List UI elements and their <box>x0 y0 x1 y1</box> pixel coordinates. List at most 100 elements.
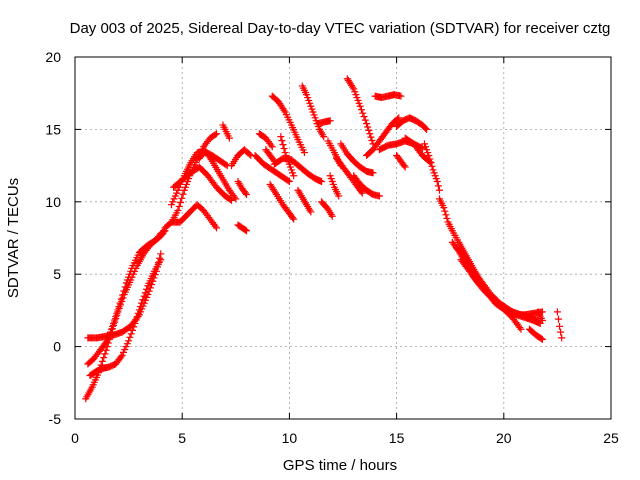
series-track-6 <box>167 147 231 209</box>
series-track-31 <box>363 114 403 159</box>
data-point <box>98 357 106 365</box>
series-track-29 <box>343 75 377 148</box>
data-point <box>144 290 152 298</box>
series-track-20 <box>277 133 298 180</box>
data-point <box>356 102 364 110</box>
x-tick-label: 15 <box>389 430 405 446</box>
series-track-12 <box>234 178 251 199</box>
data-point <box>155 259 163 267</box>
data-point <box>179 190 187 198</box>
data-point <box>358 189 366 197</box>
series-track-21 <box>294 186 315 216</box>
y-tick-label: 0 <box>53 339 61 355</box>
data-point <box>119 291 127 299</box>
data-point <box>426 155 434 163</box>
data-point <box>300 149 308 157</box>
data-point <box>116 299 124 307</box>
data-point <box>121 283 129 291</box>
data-point <box>517 325 525 333</box>
data-point <box>443 214 451 222</box>
data-point <box>554 315 562 323</box>
data-point <box>213 224 221 232</box>
series-track-44 <box>553 308 566 342</box>
data-point <box>115 303 123 311</box>
data-point <box>433 178 441 186</box>
data-point <box>111 316 119 324</box>
y-tick-label: -5 <box>49 411 62 427</box>
series-track-1 <box>82 227 169 403</box>
data-point <box>241 189 249 197</box>
data-point <box>145 287 153 295</box>
data-point <box>375 192 383 200</box>
data-point <box>125 337 133 345</box>
series-track-11 <box>228 146 255 170</box>
data-point <box>176 198 184 206</box>
series-track-33 <box>375 137 426 154</box>
data-point <box>157 250 165 258</box>
data-point <box>434 182 442 190</box>
series-track-23 <box>313 117 334 128</box>
data-point <box>146 284 154 292</box>
data-point <box>538 335 546 343</box>
series-track-15 <box>255 130 276 151</box>
data-point <box>243 227 251 235</box>
data-point <box>228 196 236 204</box>
data-point <box>213 130 221 138</box>
data-point <box>117 295 125 303</box>
data-point <box>280 145 288 153</box>
data-point <box>289 214 297 222</box>
series-track-24 <box>318 198 336 220</box>
data-point <box>364 123 372 131</box>
series-track-14 <box>251 151 293 186</box>
chart-title: Day 003 of 2025, Sidereal Day-to-day VTE… <box>70 20 611 37</box>
series-track-30 <box>350 172 383 200</box>
x-tick-label: 20 <box>496 430 512 446</box>
data-point <box>178 194 186 202</box>
series-track-43 <box>534 308 546 325</box>
data-point <box>349 83 357 91</box>
data-point <box>328 212 336 220</box>
data-point <box>423 125 431 133</box>
data-point <box>211 131 219 139</box>
data-point <box>117 353 125 361</box>
data-point <box>556 322 564 330</box>
series-track-10 <box>219 121 233 142</box>
series-track-13 <box>234 221 251 235</box>
y-axis-label: SDTVAR / TECUs <box>5 178 22 298</box>
data-point <box>114 306 122 314</box>
y-axis: -5 0 5 10 15 20 <box>45 49 611 427</box>
series-track-22 <box>298 82 328 141</box>
data-point <box>149 277 157 285</box>
series-track-18 <box>270 154 326 186</box>
data-point <box>422 124 430 132</box>
data-point <box>393 115 401 123</box>
x-axis: 0 5 10 15 20 25 <box>71 57 619 446</box>
data-point <box>428 162 436 170</box>
x-axis-label: GPS time / hours <box>283 457 397 474</box>
data-point <box>175 202 183 210</box>
data-point <box>425 151 433 159</box>
data-point <box>320 133 328 141</box>
x-tick-label: 10 <box>282 430 298 446</box>
series-track-41 <box>457 256 525 333</box>
data-point <box>361 116 369 124</box>
data-point <box>225 134 233 142</box>
data-point <box>134 312 142 320</box>
data-points <box>82 75 566 403</box>
data-point <box>126 333 134 341</box>
data-point <box>156 254 164 262</box>
data-point <box>366 130 374 138</box>
data-point <box>112 313 120 321</box>
data-point <box>440 204 448 212</box>
data-point <box>557 328 565 336</box>
data-point <box>102 338 110 346</box>
data-point <box>120 287 128 295</box>
x-tick-label: 25 <box>603 430 619 446</box>
data-point <box>207 156 215 164</box>
data-point <box>427 159 435 167</box>
data-point <box>318 178 326 186</box>
series-track-17 <box>268 92 308 157</box>
data-point <box>335 192 343 200</box>
data-point <box>271 189 279 197</box>
series-track-19 <box>266 180 298 223</box>
